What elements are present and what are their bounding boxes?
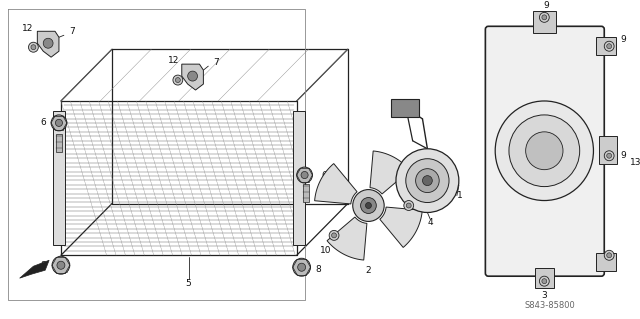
Circle shape xyxy=(44,38,53,48)
Text: 9: 9 xyxy=(543,1,549,10)
Circle shape xyxy=(415,169,439,193)
Text: 7: 7 xyxy=(213,58,219,67)
Bar xyxy=(292,111,305,245)
Text: 8: 8 xyxy=(316,265,321,274)
Circle shape xyxy=(353,189,384,221)
Circle shape xyxy=(57,261,65,269)
Bar xyxy=(596,37,616,55)
Text: 8: 8 xyxy=(40,261,46,270)
Bar xyxy=(599,136,617,164)
Polygon shape xyxy=(370,151,410,194)
Circle shape xyxy=(301,171,308,179)
Circle shape xyxy=(29,42,38,52)
Bar xyxy=(53,111,65,245)
FancyBboxPatch shape xyxy=(485,26,604,276)
Circle shape xyxy=(607,153,612,158)
Circle shape xyxy=(297,167,312,183)
Circle shape xyxy=(542,15,547,20)
Bar xyxy=(596,253,616,271)
Circle shape xyxy=(52,256,70,274)
Circle shape xyxy=(604,151,614,161)
Text: 13: 13 xyxy=(630,158,640,167)
Bar xyxy=(532,11,556,33)
Text: 6: 6 xyxy=(40,118,46,127)
Circle shape xyxy=(607,44,612,49)
Text: Fr.: Fr. xyxy=(59,266,70,275)
Text: 2: 2 xyxy=(365,266,371,275)
Circle shape xyxy=(329,230,339,240)
Circle shape xyxy=(422,176,432,186)
Circle shape xyxy=(540,12,549,22)
Text: 1: 1 xyxy=(457,191,463,200)
Circle shape xyxy=(604,250,614,260)
Circle shape xyxy=(365,203,371,209)
Circle shape xyxy=(332,233,337,238)
Text: 11: 11 xyxy=(395,214,406,223)
Polygon shape xyxy=(380,207,422,248)
Circle shape xyxy=(404,201,413,211)
Text: 5: 5 xyxy=(186,279,191,288)
Circle shape xyxy=(604,41,614,51)
Polygon shape xyxy=(327,217,367,260)
Circle shape xyxy=(607,253,612,258)
Text: 6: 6 xyxy=(321,171,327,180)
Bar xyxy=(391,99,419,117)
Circle shape xyxy=(406,159,449,203)
Polygon shape xyxy=(37,31,59,57)
Text: 3: 3 xyxy=(541,291,547,300)
Text: 10: 10 xyxy=(321,246,332,255)
Circle shape xyxy=(31,45,36,50)
Circle shape xyxy=(292,258,310,276)
Circle shape xyxy=(360,197,376,213)
Circle shape xyxy=(509,115,580,187)
Text: 7: 7 xyxy=(69,27,75,36)
Polygon shape xyxy=(182,64,204,90)
Bar xyxy=(56,134,62,152)
Text: 9: 9 xyxy=(620,151,626,160)
Polygon shape xyxy=(20,260,49,278)
Circle shape xyxy=(188,71,198,81)
Circle shape xyxy=(175,78,180,83)
Text: 9: 9 xyxy=(620,35,626,44)
Circle shape xyxy=(51,115,67,131)
Circle shape xyxy=(56,119,63,126)
Bar xyxy=(534,268,554,288)
Text: 4: 4 xyxy=(428,218,433,227)
Circle shape xyxy=(495,101,593,201)
Circle shape xyxy=(173,75,183,85)
Text: 12: 12 xyxy=(22,24,33,33)
Circle shape xyxy=(540,276,549,286)
Text: S843-85800: S843-85800 xyxy=(525,300,575,309)
Circle shape xyxy=(542,279,547,284)
Text: 12: 12 xyxy=(168,56,180,65)
Polygon shape xyxy=(315,164,357,204)
Circle shape xyxy=(298,263,306,271)
Circle shape xyxy=(396,149,459,212)
Bar xyxy=(303,184,308,202)
Circle shape xyxy=(406,203,411,208)
Circle shape xyxy=(525,132,563,170)
